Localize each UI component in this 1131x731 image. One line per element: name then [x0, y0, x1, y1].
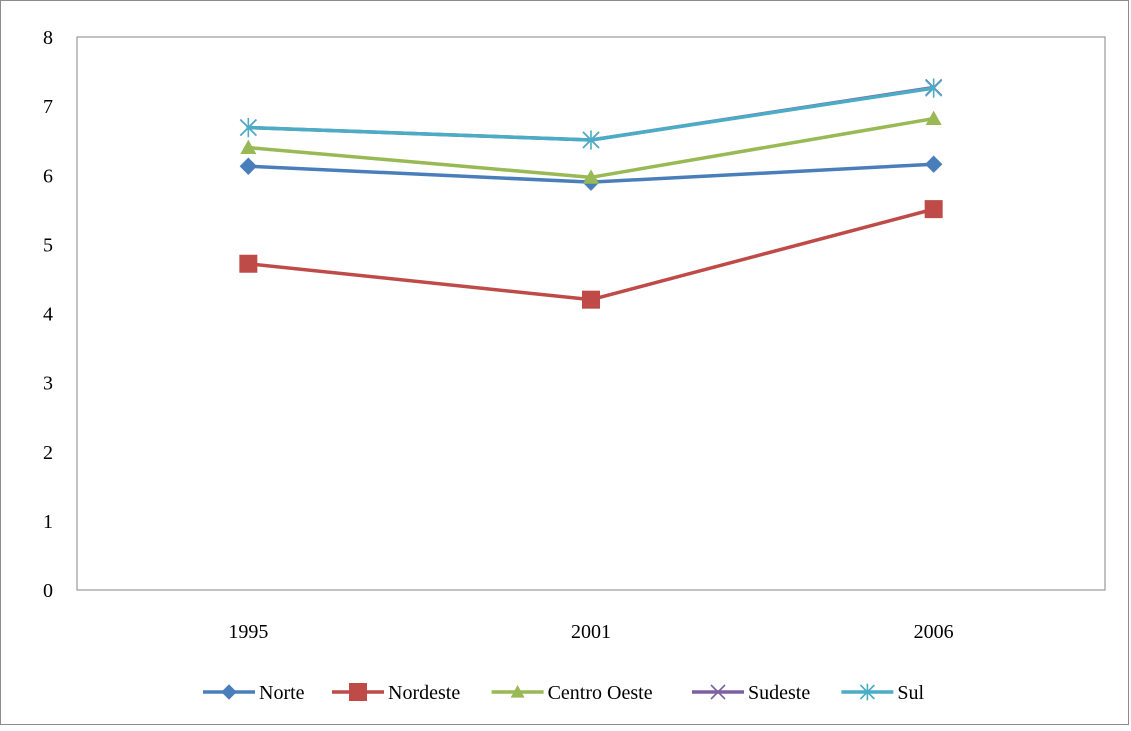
y-axis: 0 1 2 3 4 5 6 7 8 — [43, 27, 53, 602]
data-point-marker — [710, 684, 726, 700]
legend-item: Norte — [203, 682, 305, 704]
x-tick-label: 2006 — [914, 621, 954, 643]
data-point-marker — [582, 290, 600, 309]
legend-label: Norte — [259, 682, 305, 704]
legend: Norte Nordeste Centro Oeste Sudeste Sul — [203, 682, 925, 704]
x-axis: 1995 2001 2006 — [228, 621, 953, 643]
data-point-marker — [239, 254, 258, 273]
y-tick-label: 1 — [43, 511, 53, 533]
x-tick-label: 2001 — [571, 621, 611, 643]
data-point-marker — [239, 157, 258, 175]
y-tick-label: 5 — [43, 234, 53, 256]
series-group — [239, 78, 943, 309]
legend-item: Centro Oeste — [491, 682, 653, 704]
y-tick-label: 6 — [43, 165, 53, 187]
y-tick-label: 8 — [43, 27, 53, 49]
y-tick-label: 3 — [43, 373, 53, 395]
data-point-marker — [221, 684, 237, 700]
y-tick-label: 4 — [43, 304, 53, 326]
data-point-marker — [859, 683, 875, 701]
legend-label: Sudeste — [748, 682, 810, 704]
data-point-marker — [582, 130, 600, 150]
data-point-marker — [240, 139, 257, 154]
data-point-marker — [510, 685, 525, 698]
data-point-marker — [924, 155, 943, 173]
series-centro-oeste — [240, 110, 942, 184]
y-tick-label: 0 — [43, 580, 53, 602]
data-point-marker — [349, 683, 367, 701]
legend-item: Sudeste — [692, 682, 810, 704]
series-sul — [239, 78, 943, 150]
plot-area — [76, 36, 1106, 591]
series-nordeste — [239, 200, 943, 309]
legend-label: Centro Oeste — [548, 682, 653, 704]
data-point-marker — [925, 78, 943, 98]
x-tick-label: 1995 — [228, 621, 268, 643]
series-line — [246, 207, 936, 302]
data-point-marker — [924, 200, 943, 219]
data-point-marker — [925, 110, 942, 125]
y-tick-label: 2 — [43, 442, 53, 464]
legend-item: Sul — [841, 682, 925, 704]
data-point-marker — [239, 117, 257, 138]
legend-label: Sul — [897, 682, 924, 704]
legend-item: Nordeste — [332, 682, 460, 704]
y-tick-label: 7 — [43, 96, 53, 118]
data-point-marker — [583, 169, 599, 184]
legend-label: Nordeste — [388, 682, 460, 704]
